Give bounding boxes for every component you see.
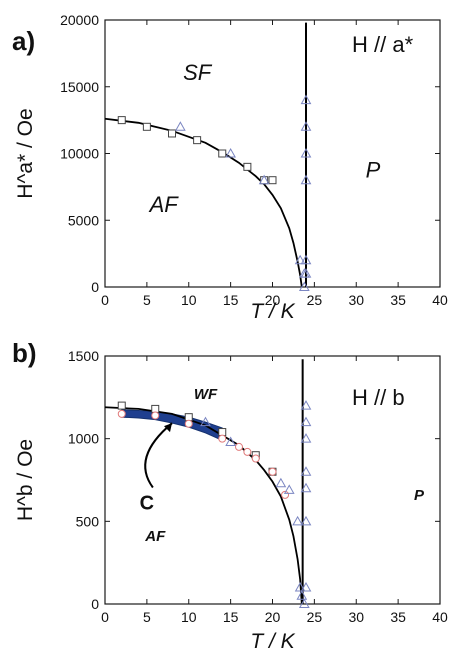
circle-marker (117, 409, 126, 418)
circle-marker (235, 442, 243, 451)
annotation-label: C (140, 492, 154, 514)
annotation-arrow (144, 422, 173, 489)
x-tick-label: 5 (143, 292, 151, 308)
triangle-marker (300, 94, 312, 105)
triangle-marker (258, 174, 270, 185)
region-label: P (414, 487, 425, 504)
triangle-marker (200, 416, 211, 427)
y-tick-label: 5000 (68, 212, 99, 228)
arrow-head (164, 423, 172, 433)
triangle-marker (298, 281, 310, 291)
x-axis-title: T / K (250, 300, 295, 323)
y-tick-label: 10000 (60, 146, 99, 162)
panel-letter: b) (12, 338, 37, 368)
fit-curve (104, 117, 303, 288)
x-tick-label: 40 (432, 609, 448, 625)
x-tick-label: 20 (265, 292, 281, 308)
circle-marker (243, 447, 252, 456)
triangle-marker (283, 484, 295, 494)
x-tick-label: 35 (390, 292, 406, 308)
triangle-marker (225, 147, 236, 158)
x-tick-label: 20 (265, 609, 281, 625)
panel-b: 0 5 10 15 20 25 30 35 40 0 500 1000 1500 C WF AF Pb) H //… (12, 338, 448, 653)
y-tick-label: 0 (91, 596, 99, 612)
y-tick-label: 500 (76, 513, 100, 529)
triangle-marker (300, 400, 312, 410)
triangle-marker (292, 515, 303, 526)
x-tick-label: 35 (390, 609, 406, 625)
region-label: P (366, 158, 381, 183)
triangle-marker (294, 581, 306, 592)
region-label: WF (194, 386, 218, 403)
x-tick-label: 5 (143, 609, 151, 625)
x-tick-label: 0 (101, 609, 109, 625)
triangle-marker (300, 515, 312, 526)
circle-marker (218, 434, 227, 443)
y-tick-label: 1500 (68, 348, 99, 364)
plot-frame (104, 19, 441, 288)
square-marker (218, 428, 227, 437)
square-marker (268, 176, 277, 185)
region-label: AF (144, 528, 166, 545)
triangle-marker (296, 590, 308, 600)
x-tick-label: 25 (307, 292, 323, 308)
y-tick-label: 0 (91, 279, 99, 295)
circle-marker (184, 419, 193, 428)
triangle-marker (300, 433, 312, 443)
x-tick-label: 40 (432, 292, 448, 308)
triangle-marker (300, 254, 312, 265)
x-tick-label: 15 (223, 609, 239, 625)
x-tick-label: 10 (181, 609, 197, 625)
y-tick-label: 20000 (60, 12, 99, 28)
circle-marker (151, 411, 160, 420)
x-axis-title: T / K (250, 630, 295, 653)
square-marker (117, 116, 126, 125)
panel-letter: a) (12, 26, 35, 56)
triangle-marker (298, 598, 310, 608)
triangle-marker (300, 416, 312, 427)
square-marker (193, 136, 202, 145)
triangle-marker (294, 254, 306, 265)
square-marker (151, 404, 160, 413)
square-marker (117, 401, 126, 410)
square-marker (142, 122, 151, 131)
triangle-marker (300, 466, 312, 476)
circle-marker (268, 467, 277, 476)
triangle-marker (300, 268, 312, 278)
y-tick-label: 1000 (68, 431, 99, 447)
x-tick-label: 25 (307, 609, 323, 625)
square-marker (184, 413, 193, 422)
triangle-marker (225, 436, 236, 446)
x-tick-label: 0 (101, 292, 109, 308)
region-label: AF (148, 192, 180, 217)
y-axis-title: H^b / Oe (14, 439, 37, 521)
circle-marker (251, 454, 260, 463)
triangle-marker (300, 121, 312, 131)
triangle-marker (300, 482, 312, 493)
x-tick-label: 30 (348, 292, 364, 308)
triangle-marker (175, 121, 186, 131)
x-tick-label: 15 (223, 292, 239, 308)
square-marker (218, 149, 227, 158)
fit-curve (104, 406, 303, 605)
triangle-marker (300, 581, 312, 592)
triangle-marker (300, 174, 312, 185)
region-label: SF (183, 60, 213, 85)
x-tick-label: 30 (348, 609, 364, 625)
y-axis-title: H^a* / Oe (14, 108, 37, 198)
square-marker (243, 162, 252, 171)
triangle-marker (300, 147, 312, 158)
field-label: H // a* (352, 32, 414, 57)
y-tick-label: 15000 (60, 79, 99, 95)
square-marker (168, 129, 176, 138)
triangle-marker (275, 477, 287, 488)
x-tick-label: 10 (181, 292, 197, 308)
panel-a: 0 5 10 15 20 25 30 35 40 0 5000 10000 15000 20000 SF AF… (12, 12, 448, 323)
field-label: H // b (352, 385, 405, 410)
